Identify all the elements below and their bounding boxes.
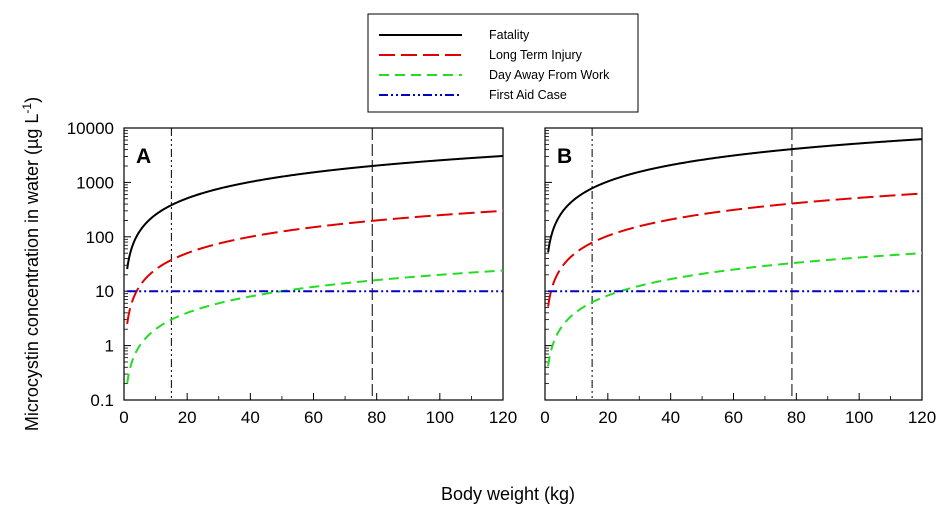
x-tick-label: 80 (367, 408, 386, 427)
series-line-fatality (547, 138, 922, 253)
plot-frame (544, 127, 923, 401)
x-tick-label: 100 (426, 408, 454, 427)
panel-a: 0.1 1 10 100 1000 10000 0 20 40 60 80 100 120 A (67, 119, 517, 427)
series-line-long-term-injury (547, 192, 922, 307)
x-tick-label: 60 (724, 408, 743, 427)
x-tick-label: 120 (908, 408, 936, 427)
series-line-day-away-from-work (126, 269, 503, 384)
x-tick-label: 120 (489, 408, 517, 427)
y-tick-label: 1000 (76, 173, 114, 192)
legend-item-first-aid-case: First Aid Case (379, 88, 567, 102)
x-tick-label: 0 (119, 408, 128, 427)
y-axis-title-close: ) (22, 97, 42, 103)
y-tick-label: 10 (95, 282, 114, 301)
x-tick-label: 60 (304, 408, 323, 427)
x-axis-title: Body weight (kg) (441, 484, 575, 504)
legend-item-fatality: Fatality (379, 28, 530, 42)
y-axis-title: Microcystin concentration in water (µg L… (20, 97, 42, 431)
y-tick-label: 100 (86, 228, 114, 247)
x-tick-label: 40 (241, 408, 260, 427)
series-line-day-away-from-work (547, 252, 922, 367)
panel-label: B (557, 145, 572, 168)
plot-frame (123, 127, 504, 401)
x-tick-label: 0 (540, 408, 549, 427)
legend-label: Long Term Injury (489, 48, 583, 62)
legend-label: Day Away From Work (489, 68, 610, 82)
legend-label: First Aid Case (489, 88, 567, 102)
series-group (547, 138, 922, 367)
panel-b: 0 20 40 60 80 100 120 B (540, 127, 936, 427)
y-axis-title-superscript: -1 (20, 103, 34, 114)
x-tick-label: 20 (598, 408, 617, 427)
legend-item-day-away-from-work: Day Away From Work (379, 68, 610, 82)
panel-label: A (136, 145, 151, 168)
x-tick-label: 20 (178, 408, 197, 427)
series-group (126, 154, 503, 384)
legend-label: Fatality (489, 28, 530, 42)
legend-item-long-term-injury: Long Term Injury (379, 48, 583, 62)
x-tick-label: 80 (787, 408, 806, 427)
y-tick-label: 10000 (67, 119, 114, 138)
legend: Fatality Long Term Injury Day Away From Wo… (367, 13, 639, 113)
series-line-long-term-injury (126, 209, 503, 325)
y-tick-label: 0.1 (90, 391, 114, 410)
x-tick-label: 40 (661, 408, 680, 427)
series-line-fatality (126, 154, 503, 270)
y-tick-label: 1 (105, 337, 114, 356)
x-tick-label: 100 (845, 408, 873, 427)
